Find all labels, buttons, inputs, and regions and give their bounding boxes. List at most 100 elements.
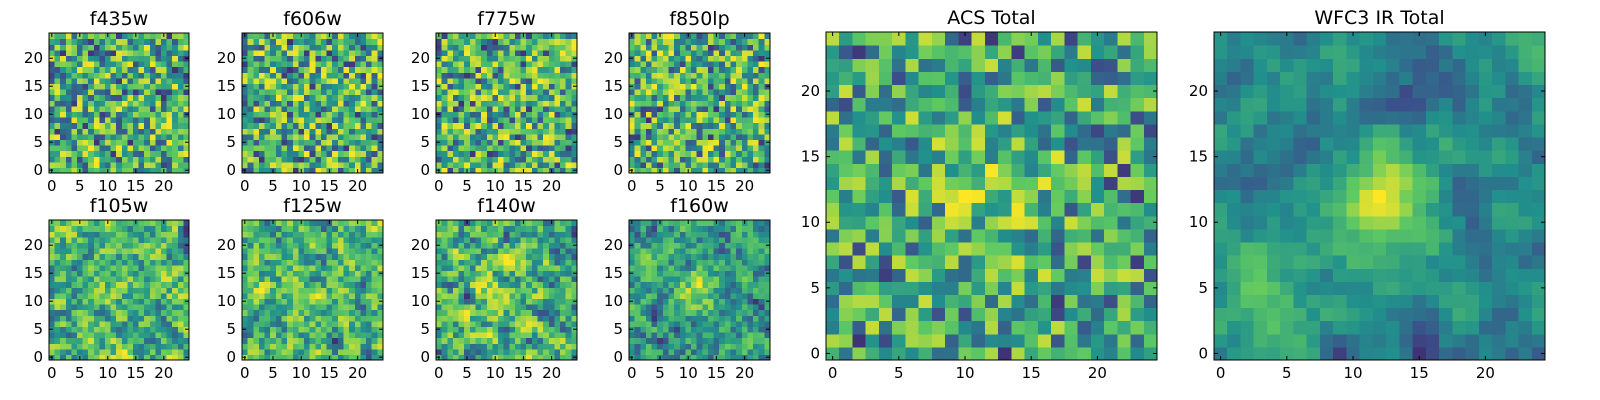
- heatmap-cell: [292, 292, 299, 299]
- heatmap-cell: [320, 128, 328, 135]
- heatmap-cell: [543, 89, 550, 96]
- heatmap-cell: [172, 248, 179, 255]
- heatmap-cell: [93, 105, 100, 112]
- heatmap-cell: [469, 343, 477, 350]
- x-tick-label: 5: [462, 364, 472, 382]
- heatmap-cell: [571, 248, 578, 255]
- heatmap-cell: [138, 259, 145, 266]
- heatmap-cell: [82, 298, 89, 305]
- heatmap-cell: [481, 320, 488, 327]
- heatmap-cell: [526, 72, 533, 79]
- heatmap-cell: [651, 270, 658, 277]
- heatmap-cell: [537, 61, 544, 68]
- heatmap-cell: [253, 66, 260, 73]
- heatmap-cell: [668, 320, 675, 327]
- heatmap-cell: [82, 236, 89, 243]
- heatmap-cell: [49, 100, 56, 107]
- heatmap-cell: [526, 100, 533, 107]
- heatmap-cell: [691, 94, 698, 101]
- heatmap-cell: [287, 38, 294, 45]
- heatmap-cell: [520, 270, 527, 277]
- heatmap-cell: [183, 44, 190, 51]
- heatmap-cell: [657, 304, 664, 311]
- heatmap-cell: [651, 33, 658, 40]
- heatmap-cell: [93, 161, 100, 168]
- heatmap-cell: [110, 94, 117, 101]
- heatmap-cell: [54, 309, 61, 316]
- heatmap-cell: [696, 133, 703, 140]
- heatmap-cell: [332, 61, 339, 68]
- heatmap-cell: [155, 38, 162, 45]
- heatmap-cell: [657, 320, 664, 327]
- heatmap-cell: [155, 156, 162, 163]
- heatmap-cell: [161, 332, 168, 339]
- heatmap-cell: [526, 167, 533, 174]
- heatmap-cell: [247, 167, 254, 174]
- heatmap-cell: [469, 287, 477, 294]
- heatmap-cell: [105, 49, 112, 56]
- heatmap-cell: [531, 111, 539, 118]
- heatmap-cell: [436, 150, 443, 157]
- heatmap-cell: [475, 156, 482, 163]
- heatmap-cell: [304, 220, 311, 227]
- heatmap-cell: [77, 315, 84, 322]
- heatmap-cell: [71, 248, 78, 255]
- heatmap-cell: [657, 105, 664, 112]
- heatmap-cell: [481, 133, 488, 140]
- heatmap-cell: [651, 122, 658, 129]
- heatmap-cell: [702, 105, 709, 112]
- heatmap-cell: [82, 337, 89, 344]
- heatmap-cell: [452, 242, 460, 249]
- heatmap-cell: [441, 55, 448, 62]
- heatmap-cell: [724, 105, 732, 112]
- heatmap-cell: [736, 298, 743, 305]
- heatmap-cell: [486, 128, 493, 135]
- heatmap-cell: [691, 77, 698, 84]
- heatmap-cell: [337, 337, 345, 344]
- heatmap-cell: [377, 89, 384, 96]
- heatmap-cell: [640, 139, 647, 146]
- heatmap-cell: [315, 259, 322, 266]
- heatmap-cell: [469, 167, 477, 174]
- heatmap-cell: [320, 248, 328, 255]
- heatmap-cell: [702, 298, 709, 305]
- heatmap-cell: [326, 139, 333, 146]
- heatmap-cell: [674, 33, 681, 40]
- heatmap-cell: [264, 270, 271, 277]
- heatmap-cell: [719, 315, 726, 322]
- heatmap-cell: [543, 38, 550, 45]
- heatmap-cell: [298, 236, 305, 243]
- heatmap-cell: [629, 105, 636, 112]
- heatmap-cell: [110, 117, 117, 124]
- heatmap-cell: [486, 77, 493, 84]
- heatmap-cell: [304, 89, 311, 96]
- heatmap-cell: [741, 348, 749, 355]
- heatmap-cell: [253, 248, 260, 255]
- heatmap-cell: [753, 315, 760, 322]
- heatmap-cell: [71, 259, 78, 266]
- heatmap-cell: [337, 326, 345, 333]
- heatmap-cell: [60, 145, 67, 152]
- heatmap-cell: [436, 315, 443, 322]
- heatmap-cell: [275, 38, 283, 45]
- heatmap-cell: [82, 55, 89, 62]
- heatmap-cell: [60, 49, 67, 56]
- heatmap-cell: [127, 161, 134, 168]
- heatmap-cell: [736, 128, 743, 135]
- heatmap-cell: [326, 72, 333, 79]
- heatmap-cell: [634, 94, 641, 101]
- heatmap-cell: [469, 253, 477, 260]
- heatmap-cell: [662, 77, 670, 84]
- heatmap-cell: [747, 167, 754, 174]
- heatmap-cell: [315, 145, 322, 152]
- heatmap-cell: [82, 320, 89, 327]
- heatmap-cell: [298, 276, 305, 283]
- heatmap-cell: [371, 94, 378, 101]
- heatmap-cell: [560, 264, 567, 271]
- heatmap-cell: [634, 38, 641, 45]
- heatmap-cell: [452, 220, 460, 227]
- heatmap-cell: [292, 167, 299, 174]
- heatmap-cell: [49, 315, 56, 322]
- heatmap-cell: [640, 44, 647, 51]
- heatmap-cell: [88, 133, 95, 140]
